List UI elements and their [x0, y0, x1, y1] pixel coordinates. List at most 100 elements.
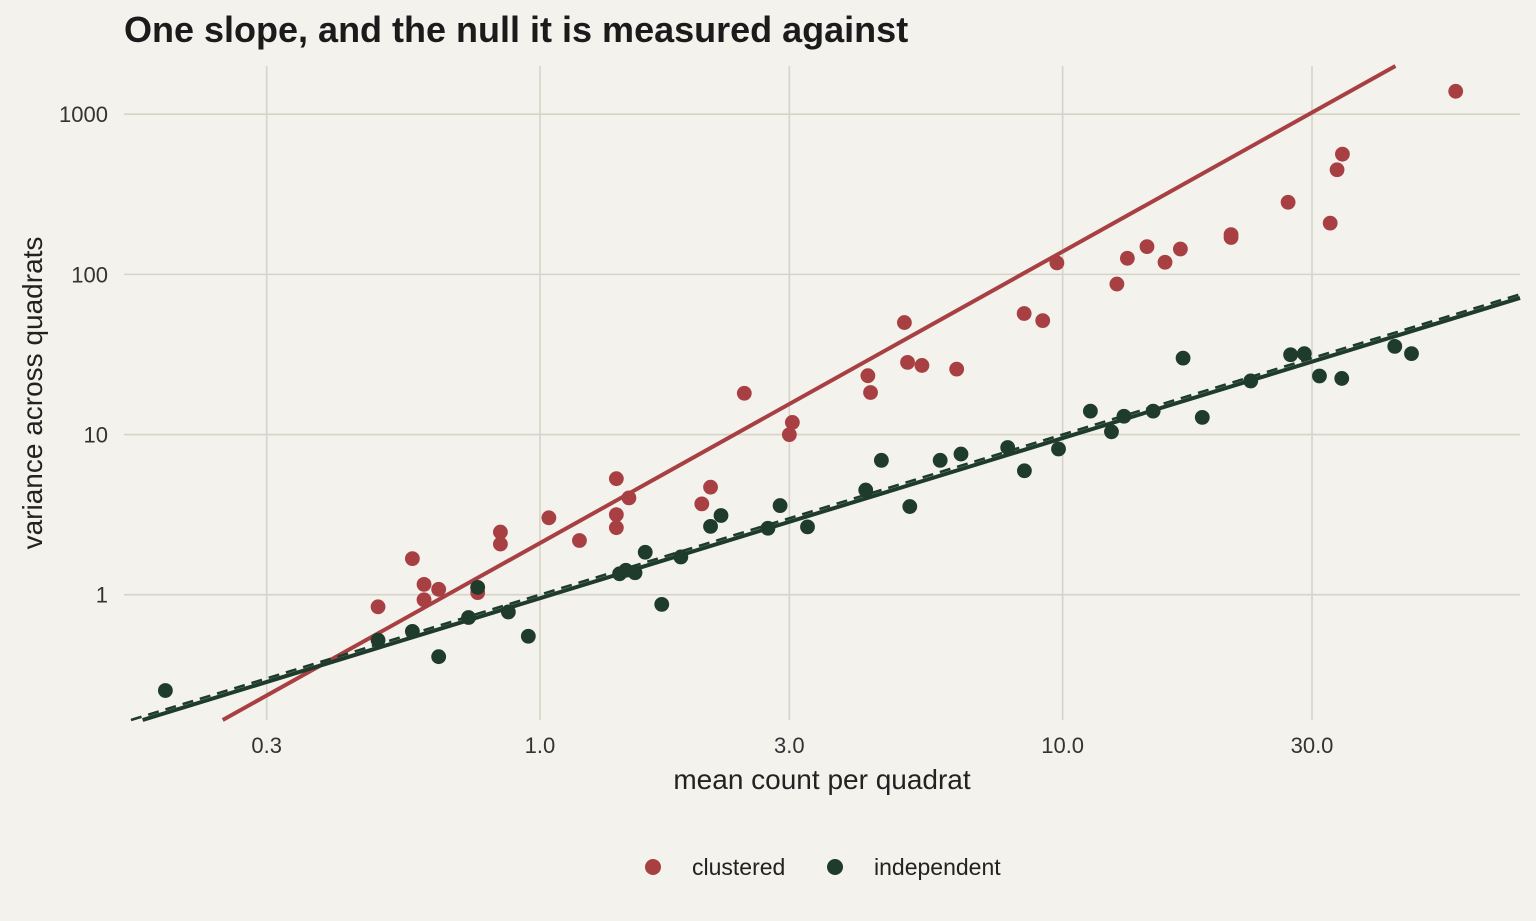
- point-independent: [500, 604, 516, 620]
- point-independent: [654, 596, 670, 612]
- point-clustered: [914, 358, 930, 373]
- point-independent: [461, 610, 476, 625]
- legend-marker-independent: [827, 859, 843, 875]
- point-clustered: [949, 361, 965, 377]
- point-independent: [1104, 424, 1119, 440]
- grid: [124, 66, 1520, 720]
- point-independent: [873, 452, 889, 468]
- point-clustered: [900, 355, 915, 370]
- point-clustered: [1139, 239, 1155, 255]
- point-clustered: [694, 496, 710, 512]
- point-clustered: [493, 536, 508, 552]
- point-clustered: [431, 581, 447, 597]
- point-independent: [470, 580, 486, 595]
- point-independent: [1194, 409, 1210, 425]
- point-independent: [760, 520, 776, 536]
- point-clustered: [896, 315, 912, 330]
- point-independent: [1082, 403, 1098, 419]
- point-clustered: [608, 520, 624, 536]
- point-clustered: [860, 368, 876, 384]
- point-independent: [1334, 371, 1350, 386]
- fit-lines: [130, 64, 1521, 722]
- point-independent: [1051, 441, 1066, 457]
- point-independent: [800, 519, 815, 535]
- point-clustered: [1109, 276, 1125, 292]
- point-clustered: [1016, 306, 1032, 321]
- point-clustered: [608, 507, 624, 523]
- legend-label-independent: independent: [874, 854, 1001, 880]
- y-tick-label: 1000: [59, 102, 108, 127]
- point-independent: [858, 482, 874, 498]
- point-independent: [431, 649, 447, 665]
- point-clustered: [1223, 230, 1239, 245]
- point-independent: [370, 632, 386, 648]
- point-independent: [1017, 463, 1032, 479]
- x-tick-label: 0.3: [251, 733, 282, 758]
- point-independent: [1175, 350, 1191, 366]
- point-independent: [157, 683, 173, 698]
- point-clustered: [370, 599, 386, 615]
- y-axis-ticks: 1 10 100 1000: [59, 102, 108, 607]
- point-clustered: [416, 576, 432, 592]
- point-clustered: [1335, 146, 1350, 162]
- null-line: [130, 293, 1521, 722]
- point-clustered: [703, 479, 718, 495]
- point-independent: [1145, 403, 1161, 419]
- point-independent: [1387, 338, 1403, 354]
- y-tick-label: 1: [96, 583, 108, 608]
- point-independent: [1283, 347, 1299, 363]
- point-independent: [703, 518, 718, 534]
- point-independent: [1296, 346, 1312, 362]
- point-independent: [932, 452, 948, 468]
- y-tick-label: 100: [71, 262, 108, 287]
- point-independent: [713, 508, 729, 523]
- point-clustered: [608, 471, 624, 487]
- point-independent: [1312, 368, 1327, 384]
- point-clustered: [404, 551, 420, 566]
- point-clustered: [863, 385, 878, 400]
- legend-marker-clustered: [645, 859, 661, 875]
- legend-label-clustered: clustered: [692, 854, 785, 880]
- point-clustered: [1049, 255, 1065, 271]
- point-clustered: [781, 427, 797, 443]
- point-clustered: [416, 592, 432, 608]
- point-independent: [673, 549, 689, 565]
- x-tick-label: 1.0: [525, 733, 556, 758]
- x-tick-label: 3.0: [774, 733, 805, 758]
- point-clustered: [1329, 162, 1345, 178]
- point-clustered: [1035, 313, 1051, 329]
- point-clustered: [736, 385, 752, 401]
- point-independent: [1243, 373, 1259, 389]
- point-independent: [404, 623, 420, 639]
- point-clustered: [1119, 250, 1135, 266]
- data-points: [157, 83, 1464, 698]
- y-tick-label: 10: [84, 423, 108, 448]
- point-independent: [953, 446, 969, 462]
- fit-line-clustered: [221, 64, 1397, 722]
- legend: clustered independent: [645, 854, 1001, 880]
- point-clustered: [621, 490, 637, 506]
- point-independent: [637, 544, 653, 560]
- point-independent: [902, 499, 918, 514]
- point-independent: [627, 565, 643, 581]
- x-tick-label: 30.0: [1291, 733, 1334, 758]
- fit-line-independent: [142, 296, 1521, 722]
- point-clustered: [1172, 241, 1188, 257]
- x-axis-ticks: 0.3 1.0 3.0 10.0 30.0: [251, 733, 1333, 758]
- y-axis-label: variance across quadrats: [17, 237, 48, 550]
- x-axis-label: mean count per quadrat: [673, 764, 971, 795]
- point-independent: [1000, 440, 1016, 455]
- point-independent: [520, 628, 536, 644]
- point-clustered: [1322, 215, 1338, 231]
- point-clustered: [1280, 194, 1296, 210]
- point-clustered: [1448, 83, 1464, 99]
- point-clustered: [784, 415, 800, 430]
- chart-title: One slope, and the null it is measured a…: [124, 9, 908, 50]
- point-independent: [772, 498, 788, 513]
- point-clustered: [572, 533, 587, 548]
- point-independent: [1116, 408, 1132, 424]
- point-clustered: [1157, 254, 1173, 270]
- x-tick-label: 10.0: [1041, 733, 1084, 758]
- point-clustered: [541, 510, 557, 526]
